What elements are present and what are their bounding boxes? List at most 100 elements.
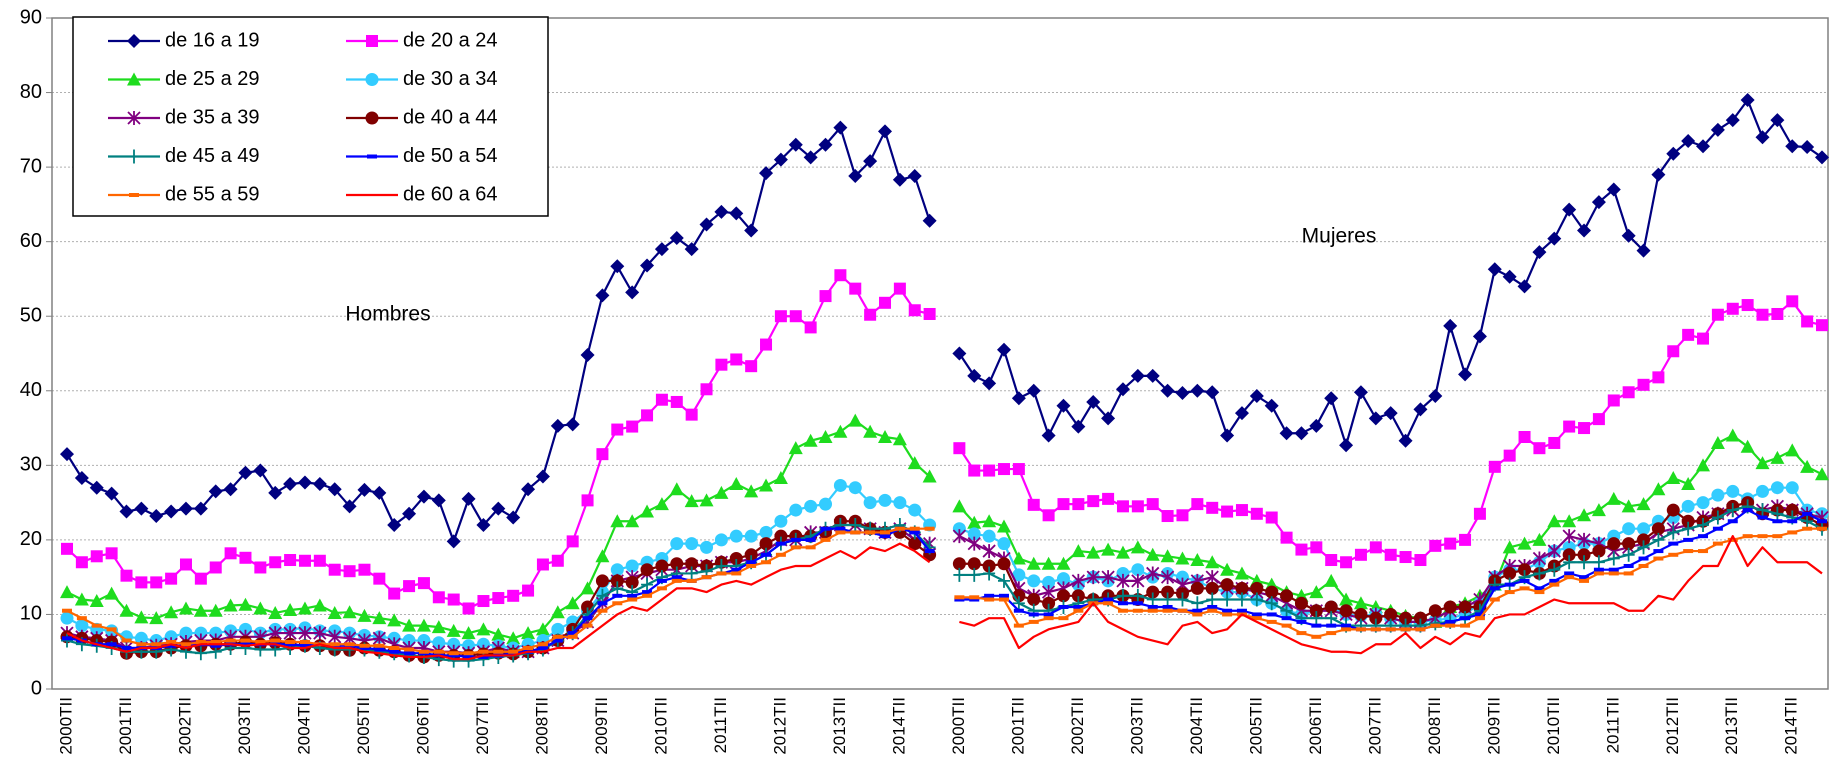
marker: [1146, 498, 1159, 511]
marker: [461, 491, 476, 506]
marker: [165, 572, 178, 585]
marker: [969, 597, 980, 602]
marker: [729, 552, 743, 566]
marker: [433, 649, 444, 654]
marker: [611, 423, 624, 436]
marker: [716, 571, 727, 576]
marker: [1621, 499, 1636, 513]
marker: [1579, 575, 1590, 580]
marker: [1666, 146, 1681, 161]
marker: [1266, 612, 1277, 617]
marker: [849, 517, 862, 532]
marker: [240, 642, 251, 647]
marker: [461, 626, 476, 640]
marker: [1711, 308, 1724, 321]
marker: [1622, 547, 1635, 562]
marker: [1250, 507, 1263, 520]
marker: [1027, 498, 1040, 511]
marker: [1026, 556, 1041, 570]
legend-label: de 50 a 54: [403, 145, 498, 167]
marker: [1207, 608, 1218, 613]
marker: [506, 631, 521, 645]
marker: [597, 601, 608, 606]
marker: [194, 572, 207, 585]
marker: [1012, 568, 1026, 582]
marker: [1101, 411, 1116, 426]
marker: [774, 514, 788, 528]
marker: [389, 649, 400, 654]
marker: [1176, 509, 1189, 522]
x-tick-label: 2004TII: [294, 697, 313, 755]
marker: [1802, 511, 1813, 516]
marker: [848, 413, 863, 427]
marker: [1385, 627, 1396, 632]
marker: [1756, 484, 1770, 498]
marker: [493, 649, 504, 654]
marker: [1487, 262, 1502, 277]
marker: [625, 575, 639, 589]
marker: [1310, 541, 1323, 554]
marker: [285, 640, 296, 645]
marker: [75, 556, 88, 569]
marker: [1428, 388, 1443, 403]
marker: [389, 645, 400, 650]
marker: [849, 282, 862, 295]
marker: [612, 601, 623, 606]
marker: [1533, 442, 1546, 455]
marker: [1280, 531, 1293, 544]
legend-marker: [127, 34, 141, 48]
x-tick-label: 2007TII: [1365, 697, 1384, 755]
marker: [1160, 549, 1175, 563]
series-line: [66, 535, 1823, 661]
marker: [372, 611, 387, 625]
marker: [208, 484, 223, 499]
marker: [1414, 554, 1427, 567]
y-tick-label: 40: [20, 379, 42, 401]
marker: [952, 529, 967, 544]
marker: [89, 480, 104, 495]
marker: [952, 346, 967, 361]
marker: [1073, 608, 1084, 613]
marker: [537, 645, 548, 650]
marker: [1443, 318, 1458, 333]
marker: [745, 360, 758, 373]
marker: [149, 509, 164, 524]
marker: [1488, 460, 1501, 473]
marker: [1591, 195, 1606, 210]
marker: [1354, 607, 1368, 621]
marker: [1577, 223, 1592, 238]
marker: [1072, 498, 1085, 511]
marker: [893, 496, 907, 510]
marker: [1697, 517, 1710, 532]
marker: [803, 150, 818, 165]
marker: [1577, 508, 1592, 522]
marker: [1518, 431, 1531, 444]
marker: [521, 482, 536, 497]
marker: [1042, 509, 1055, 522]
marker: [1309, 604, 1323, 618]
marker: [1771, 506, 1784, 521]
marker: [761, 552, 772, 557]
marker: [1607, 551, 1620, 566]
marker: [789, 310, 802, 323]
marker: [670, 395, 683, 408]
marker: [1563, 555, 1576, 570]
marker: [1294, 426, 1309, 441]
marker: [1698, 534, 1709, 539]
marker: [863, 424, 878, 438]
marker: [1711, 510, 1724, 525]
marker: [1101, 542, 1116, 556]
marker: [1652, 532, 1665, 547]
marker: [581, 494, 594, 507]
marker: [1681, 514, 1695, 528]
marker: [1086, 394, 1101, 409]
marker: [790, 545, 801, 550]
marker: [819, 497, 833, 511]
marker: [1116, 500, 1129, 513]
marker: [1221, 505, 1234, 518]
marker: [715, 358, 728, 371]
marker: [225, 638, 236, 643]
marker: [833, 424, 848, 438]
marker: [878, 124, 893, 139]
marker: [833, 120, 848, 135]
